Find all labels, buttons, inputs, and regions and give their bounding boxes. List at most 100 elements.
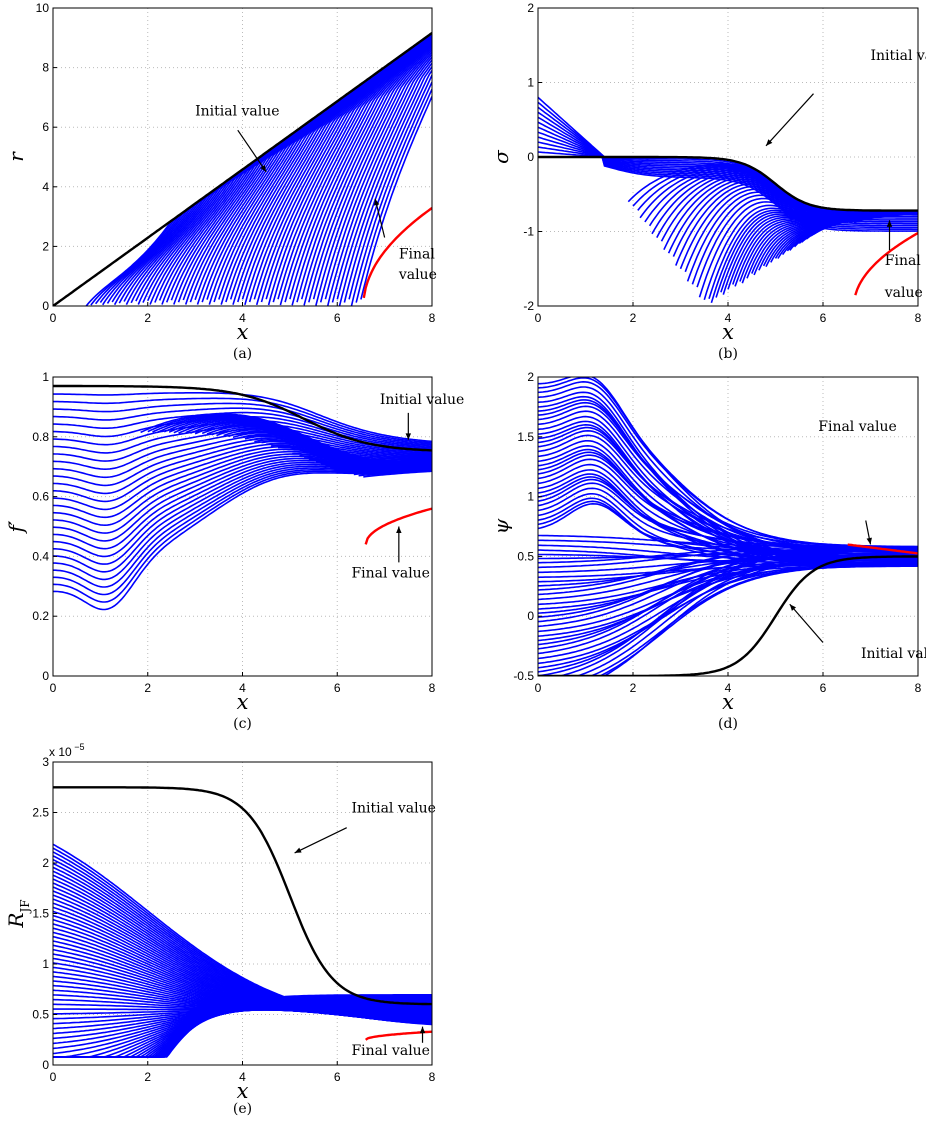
y-tick-label: 0 <box>527 150 534 164</box>
x-tick-label: 2 <box>630 311 637 325</box>
annotation-arrow <box>294 827 347 854</box>
y-tick-label: 4 <box>42 180 49 194</box>
y-tick-label: 1.5 <box>517 430 534 444</box>
family-curves <box>538 96 918 304</box>
family-curve <box>53 407 432 447</box>
y-axis-label: σ <box>489 149 513 164</box>
y-tick-label: 1 <box>527 76 534 90</box>
x-tick-label: 4 <box>725 681 732 695</box>
x-tick-label: 8 <box>915 311 922 325</box>
annotation-text: Initial value <box>195 103 279 119</box>
family-curve <box>279 37 432 306</box>
annotation-arrowhead <box>866 537 872 545</box>
annotation-arrowhead <box>396 526 402 533</box>
y-axis-label: RJF <box>4 899 32 928</box>
y-axis-label: f′ <box>4 520 28 534</box>
y-tick-label: 10 <box>36 1 50 15</box>
family-curve <box>538 554 918 673</box>
family-curves <box>53 384 432 611</box>
annotation-text: value <box>398 267 437 283</box>
x-tick-label: 8 <box>429 681 436 695</box>
initial-curve <box>53 384 432 452</box>
annotation-text: Initial value <box>351 801 435 817</box>
family-curve <box>336 62 432 300</box>
annotation-arrow <box>374 198 386 238</box>
annotation-text: Final value <box>351 565 430 581</box>
y-tick-label: 0.6 <box>32 490 49 504</box>
y-tick-label: 0.5 <box>32 1008 49 1022</box>
panel-c: 0 2 4 6 8 0 0.2 0.4 0.6 0.8 1 x f′ (c) Initial value Fi… <box>4 370 464 732</box>
y-axis-label: ψ <box>489 518 513 534</box>
annotation-text: Initial value <box>380 392 464 408</box>
annotation-text: Final <box>885 253 922 269</box>
x-axis-label: x <box>722 320 734 344</box>
y-tick-label: 6 <box>42 120 49 134</box>
annotation-text: Final value <box>818 419 897 435</box>
x-tick-label: 8 <box>429 1070 436 1084</box>
family-curves <box>538 377 918 676</box>
y-multiplier: x 10 −5 <box>49 742 84 759</box>
x-tick-label: 6 <box>334 681 341 695</box>
panel-a: 0 2 4 6 8 0 2 4 6 8 10 x r (a) Initial value Final value <box>4 1 437 362</box>
family-curve <box>360 96 432 300</box>
family-curve <box>338 66 432 306</box>
family-curve <box>53 994 432 1058</box>
caption: (c) <box>233 716 252 732</box>
annotation-text: Initial value <box>871 48 926 64</box>
caption: (a) <box>233 346 252 362</box>
x-tick-label: 4 <box>239 1070 246 1084</box>
caption: (b) <box>718 346 738 362</box>
y-tick-label: 2 <box>527 370 534 384</box>
family-curves <box>53 786 432 1058</box>
x-axis-label: x <box>237 320 249 344</box>
family-curve <box>53 448 432 519</box>
y-tick-label: 1 <box>42 370 49 384</box>
final-curve <box>854 231 918 296</box>
y-tick-label: 0 <box>42 299 49 313</box>
family-curve <box>324 53 432 300</box>
panel-b: 0 2 4 6 8 -2 -1 0 1 2 x σ (b) Initial value Final value <box>489 1 926 362</box>
x-tick-label: 0 <box>50 681 57 695</box>
annotation-text: Initial value <box>861 646 926 662</box>
x-tick-label: 0 <box>535 311 542 325</box>
family-curve <box>355 88 432 303</box>
y-tick-label: 0.5 <box>517 549 534 563</box>
x-tick-label: 2 <box>144 1070 151 1084</box>
family-curve <box>303 44 432 306</box>
initial-curve <box>538 555 918 676</box>
y-tick-label: -1 <box>523 225 534 239</box>
family-curve <box>538 558 918 660</box>
family-curve <box>53 402 432 445</box>
family-curve <box>363 470 432 478</box>
family-curve <box>312 47 432 300</box>
family-curve <box>291 40 432 306</box>
y-tick-label: 1.5 <box>32 907 49 921</box>
x-tick-label: 0 <box>50 1070 57 1084</box>
family-curve <box>53 442 432 503</box>
family-curve <box>327 56 432 306</box>
family-curve <box>538 549 918 655</box>
family-curve <box>319 51 432 303</box>
family-curve <box>538 546 918 650</box>
y-tick-label: -0.5 <box>513 669 534 683</box>
x-tick-label: 4 <box>239 311 246 325</box>
y-tick-label: 2.5 <box>32 806 49 820</box>
annotation-arrow <box>765 93 814 147</box>
family-curve <box>350 81 432 306</box>
y-tick-label: 3 <box>42 755 49 769</box>
y-tick-label: 1 <box>42 957 49 971</box>
initial-curve <box>53 32 432 306</box>
x-tick-label: 2 <box>630 681 637 695</box>
family-curve <box>308 45 432 303</box>
family-curve <box>53 465 432 581</box>
annotation-arrowhead <box>766 139 773 146</box>
x-tick-label: 6 <box>334 311 341 325</box>
y-tick-label: 0 <box>42 1058 49 1072</box>
family-curve <box>331 59 432 303</box>
family-curve <box>53 440 432 495</box>
caption: (e) <box>233 1101 252 1117</box>
family-curve <box>284 38 432 303</box>
family-curve <box>538 547 918 676</box>
y-multiplier-exp: −5 <box>72 742 85 752</box>
